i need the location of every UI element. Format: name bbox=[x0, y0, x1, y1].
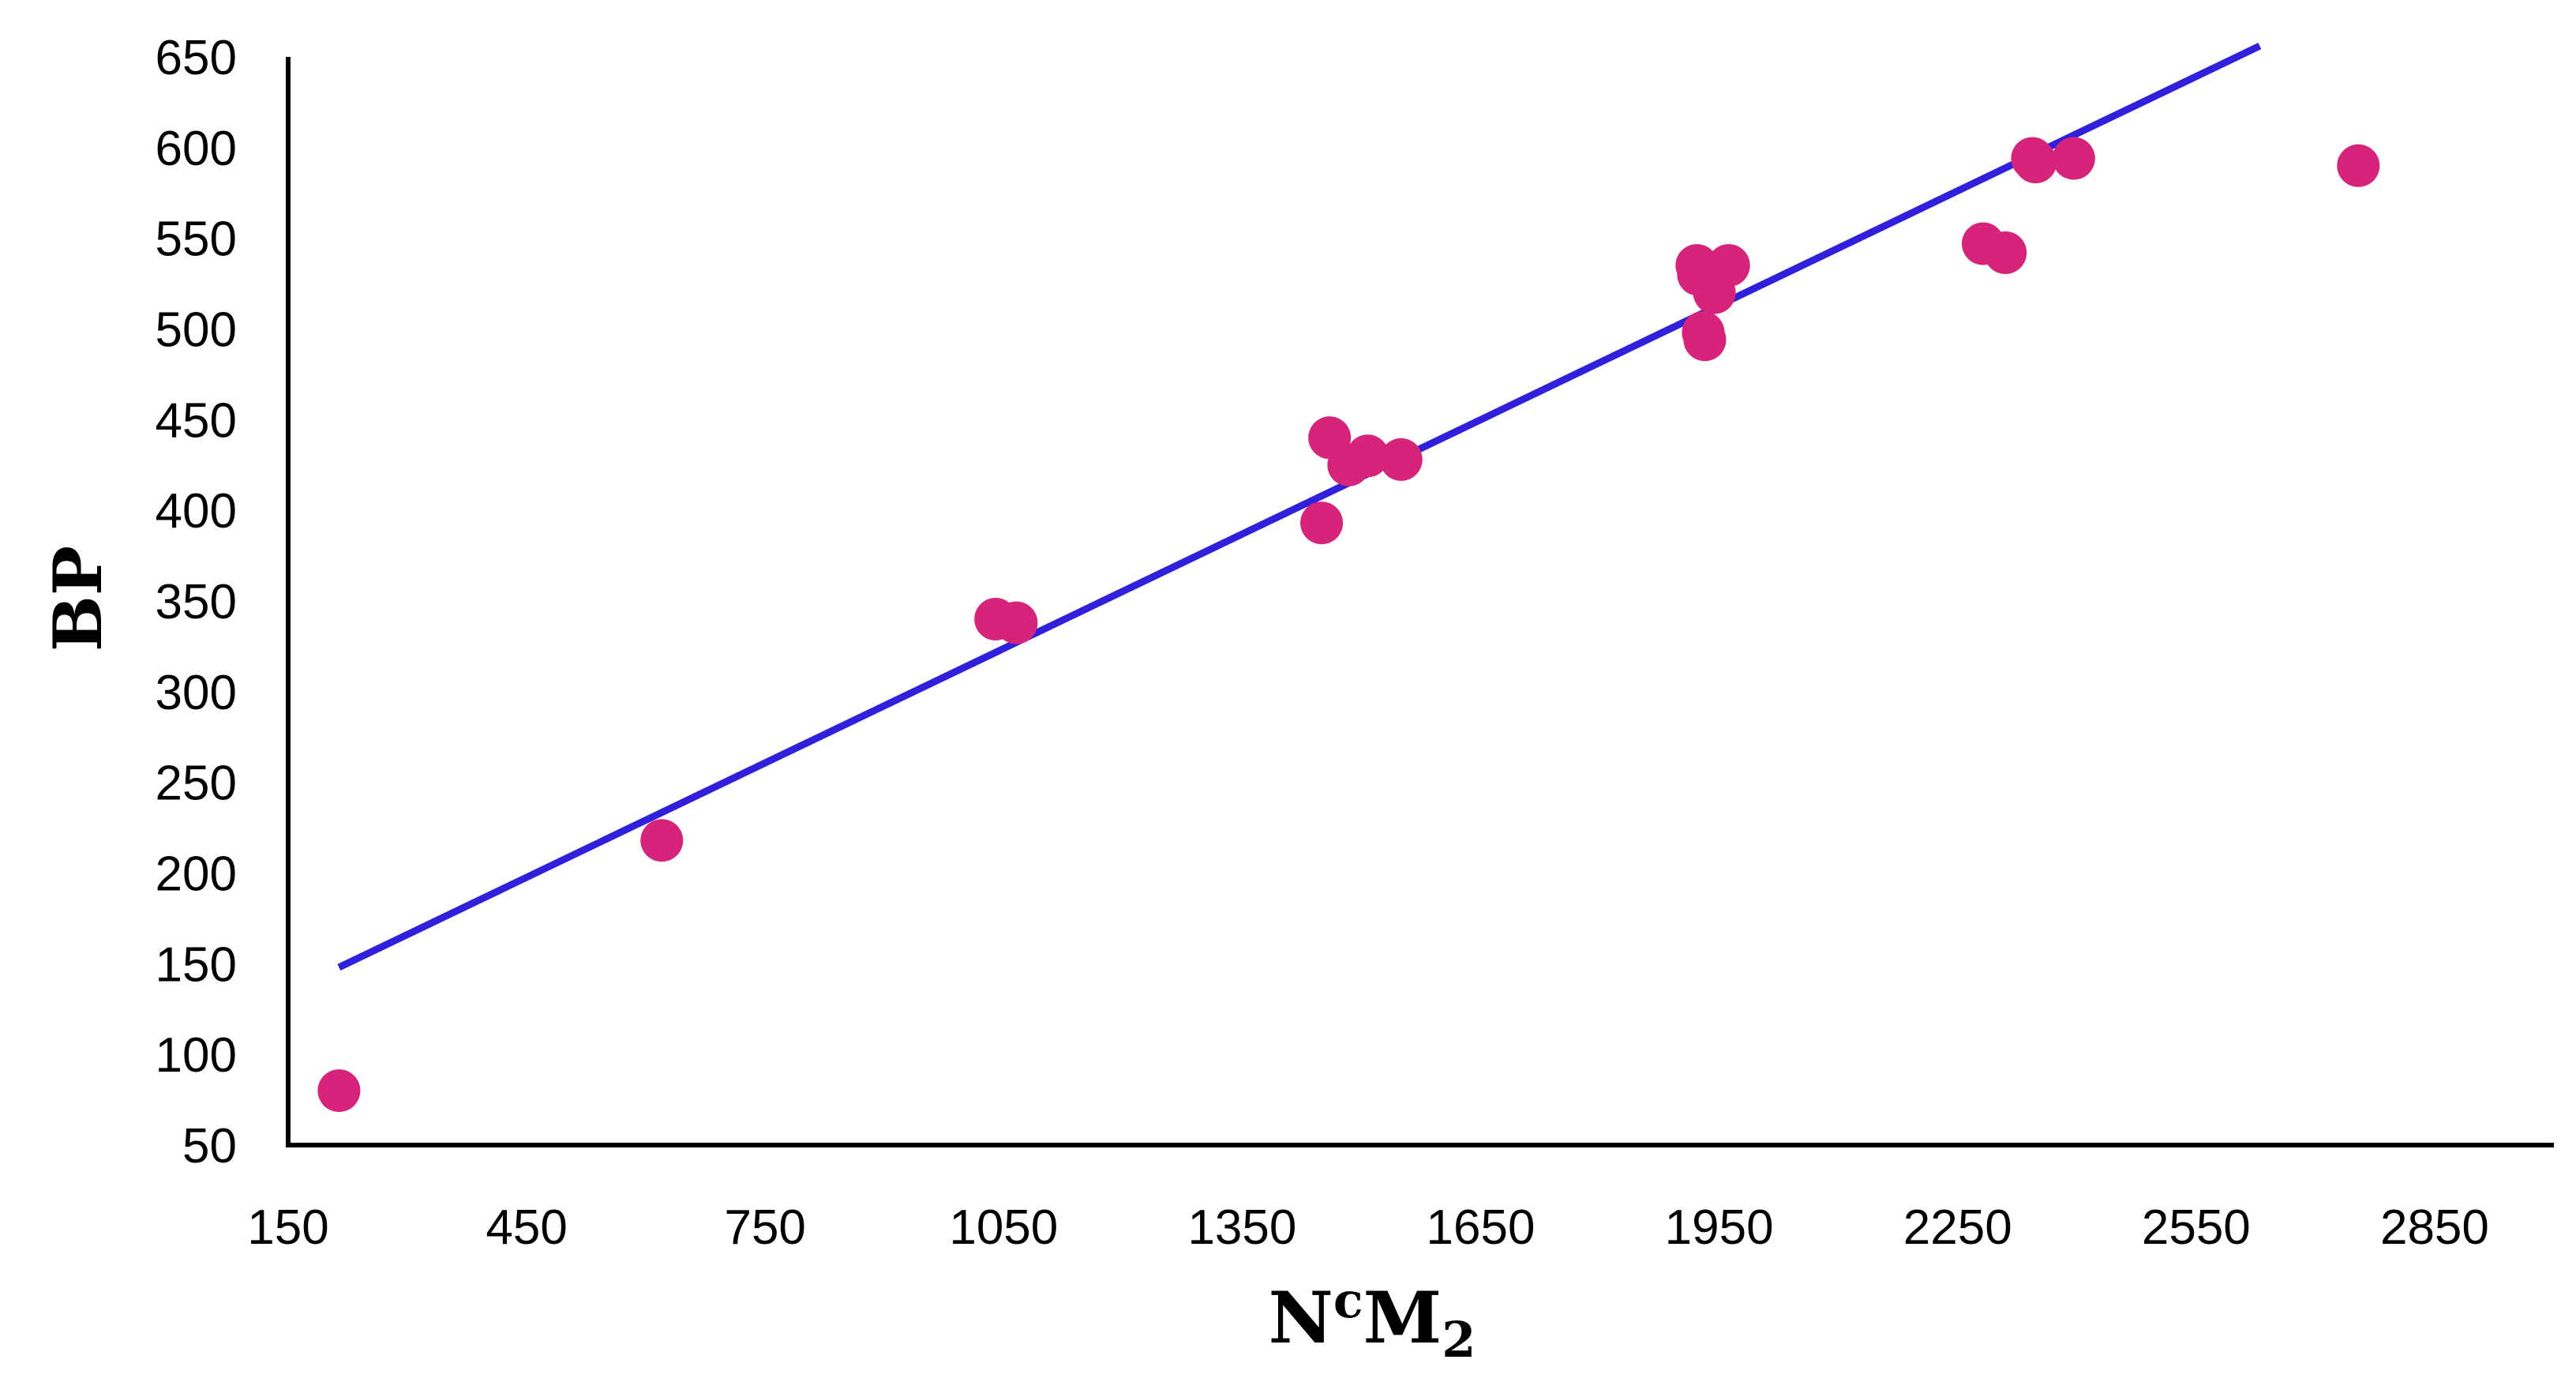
x-tick-label: 1050 bbox=[949, 1200, 1058, 1255]
y-tick-label: 200 bbox=[156, 847, 237, 902]
data-points bbox=[317, 137, 2380, 1113]
x-axis-title-subscript: 2 bbox=[1442, 1311, 1475, 1369]
data-point bbox=[2052, 137, 2095, 180]
data-point bbox=[1300, 501, 1344, 545]
x-axis-title: NcM2 bbox=[1269, 1271, 1476, 1369]
x-tick-label: 2850 bbox=[2380, 1200, 2489, 1255]
x-tick-label: 150 bbox=[247, 1200, 328, 1255]
y-tick-label: 450 bbox=[156, 393, 237, 448]
y-tick-label: 350 bbox=[156, 575, 237, 629]
x-tick-label: 2250 bbox=[1903, 1200, 2012, 1255]
trend-line bbox=[337, 43, 2262, 971]
data-point bbox=[1984, 231, 2027, 274]
y-tick-label: 100 bbox=[156, 1028, 237, 1083]
x-axis-title-superscript: c bbox=[1333, 1271, 1363, 1329]
data-point bbox=[1707, 244, 1750, 287]
y-axis-title: BP bbox=[39, 546, 117, 652]
y-tick-label: 50 bbox=[182, 1119, 237, 1174]
x-axis-title-base: N bbox=[1269, 1276, 1333, 1360]
data-point bbox=[2014, 141, 2057, 184]
data-point bbox=[995, 601, 1038, 644]
x-tick-label: 450 bbox=[486, 1200, 567, 1255]
data-point bbox=[640, 819, 684, 862]
x-tick-label: 2550 bbox=[2142, 1200, 2251, 1255]
x-tick-label: 1950 bbox=[1665, 1200, 1774, 1255]
data-point bbox=[1346, 434, 1389, 478]
x-tick-label: 1650 bbox=[1427, 1200, 1535, 1255]
y-tick-label: 500 bbox=[156, 303, 237, 358]
x-tick-label: 750 bbox=[724, 1200, 805, 1255]
y-tick-label: 550 bbox=[156, 212, 237, 267]
y-tick-label: 650 bbox=[156, 31, 237, 85]
x-tick-label: 1350 bbox=[1187, 1200, 1296, 1255]
data-point bbox=[1379, 438, 1423, 481]
y-tick-label: 600 bbox=[156, 122, 237, 176]
trend-line-group bbox=[337, 43, 2262, 971]
data-point bbox=[2337, 144, 2380, 187]
data-point bbox=[317, 1069, 361, 1113]
x-axis-title-main: M bbox=[1363, 1276, 1442, 1360]
y-axis-tick-labels: 50 100 150 200 250 300 350 400 450 500 550 600 650 bbox=[156, 31, 237, 1174]
x-axis-tick-labels: 150 450 750 1050 1350 1650 1950 2250 2550 2850 bbox=[247, 1200, 2489, 1255]
y-tick-label: 250 bbox=[156, 757, 237, 811]
y-tick-label: 300 bbox=[156, 666, 237, 720]
y-tick-label: 150 bbox=[156, 937, 237, 992]
y-tick-label: 400 bbox=[156, 484, 237, 539]
data-point bbox=[1683, 318, 1727, 362]
